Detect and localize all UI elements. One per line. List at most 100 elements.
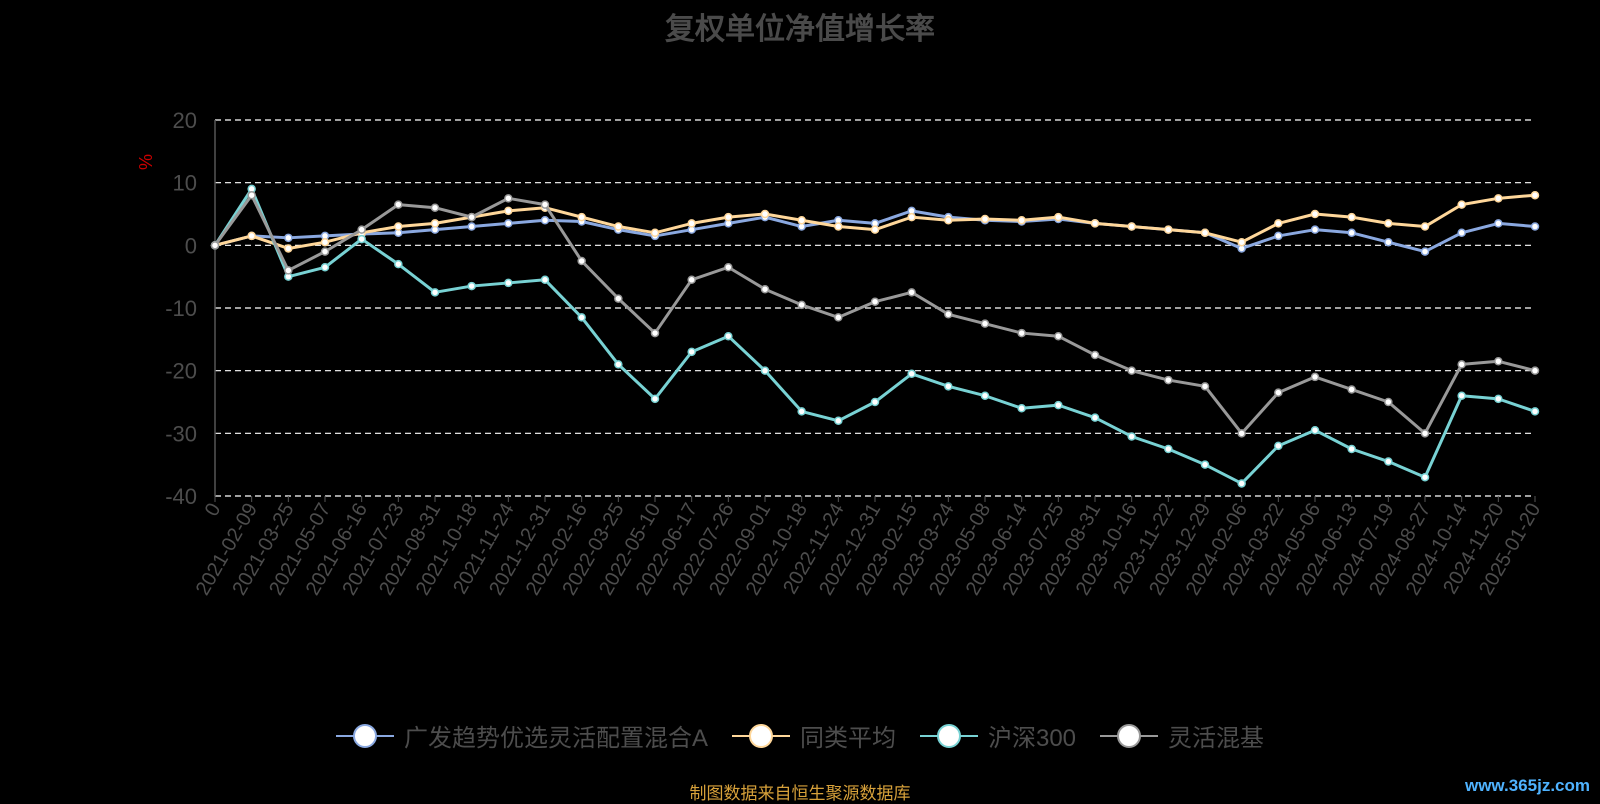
data-point (247, 231, 256, 241)
data-point (834, 416, 843, 426)
data-point (394, 222, 403, 231)
data-point (797, 300, 806, 310)
data-point (1457, 228, 1466, 238)
legend-swatch-dot (748, 723, 773, 748)
data-point (577, 212, 586, 222)
data-point (980, 319, 990, 328)
data-point (284, 233, 293, 243)
data-point (467, 212, 476, 222)
data-point (1384, 237, 1393, 247)
legend-swatch-dot (1117, 723, 1142, 748)
data-point (1017, 328, 1026, 338)
data-point (1054, 212, 1063, 222)
legend-swatch (335, 723, 394, 749)
data-point (504, 194, 513, 203)
legend-label: 同类平均 (799, 725, 896, 752)
data-point (1457, 360, 1466, 369)
watermark: www.365jz.com (1464, 776, 1590, 795)
chart-title: 复权单位净值增长率 (665, 13, 935, 46)
data-point (467, 281, 476, 291)
legend-item[interactable]: 广发趋势优选灵活配置混合A (335, 718, 708, 753)
data-point (724, 263, 733, 272)
data-point (1127, 222, 1136, 231)
legend-swatch (731, 723, 790, 749)
legend-item[interactable]: 沪深300 (919, 718, 1076, 753)
data-point (1274, 219, 1283, 228)
y-tick-label: -20 (165, 359, 197, 384)
data-point (1310, 425, 1320, 435)
data-point (210, 241, 220, 250)
data-point (540, 275, 550, 285)
data-point (1310, 372, 1320, 382)
data-point (614, 360, 623, 369)
data-point (870, 397, 880, 407)
data-point (1164, 444, 1173, 454)
legend-swatch-dot (352, 723, 377, 748)
data-point (1384, 457, 1393, 466)
data-point (504, 278, 513, 288)
data-point (1494, 394, 1503, 404)
data-point (1420, 472, 1430, 482)
data-point (1090, 413, 1100, 422)
y-tick-label: 10 (173, 171, 197, 196)
data-point (1017, 216, 1026, 225)
legend-label: 广发趋势优选灵活配置混合A (403, 725, 708, 752)
data-point (247, 190, 256, 200)
data-point (320, 237, 330, 247)
data-point (1384, 397, 1393, 407)
data-point (1347, 385, 1356, 394)
legend-item[interactable]: 同类平均 (731, 718, 896, 753)
y-tick-label: -10 (165, 296, 197, 321)
line-chart: 20100-10-20-30-4002021-02-092021-03-2520… (136, 108, 1545, 599)
data-point (650, 228, 660, 238)
legend-swatch-dot (936, 723, 961, 748)
data-point (907, 212, 916, 222)
y-tick-label: -30 (165, 421, 197, 446)
data-point (1200, 382, 1210, 391)
data-point (1347, 212, 1356, 222)
data-point (614, 222, 623, 231)
data-point (1237, 479, 1246, 488)
data-point (1310, 225, 1320, 234)
data-point (1274, 231, 1283, 241)
data-point (1420, 222, 1430, 231)
data-point (1274, 441, 1283, 451)
data-point (1017, 404, 1026, 413)
data-point (320, 263, 330, 272)
data-point (687, 219, 696, 228)
data-point (1200, 228, 1210, 238)
data-point (540, 216, 550, 225)
data-point (614, 294, 623, 303)
data-point (724, 212, 733, 222)
data-point (540, 200, 550, 209)
data-point (1457, 391, 1466, 400)
data-point (980, 391, 990, 400)
y-tick-label: -40 (165, 484, 197, 509)
data-point (870, 297, 880, 306)
axis-layer: 20100-10-20-30-4002021-02-092021-03-2520… (165, 108, 1545, 599)
data-point (504, 206, 513, 216)
legend-label: 灵活混基 (1168, 725, 1265, 752)
data-point (1347, 444, 1356, 454)
y-axis-unit-label: % (136, 154, 156, 170)
data-point (1237, 429, 1246, 438)
data-point (907, 288, 916, 297)
data-point (504, 219, 513, 228)
data-point (1494, 219, 1503, 228)
data-point (1347, 228, 1356, 238)
data-source-note: 制图数据来自恒生聚源数据库 (689, 784, 911, 803)
data-point (1530, 222, 1540, 231)
data-point (394, 259, 403, 269)
data-point (284, 266, 293, 275)
data-point (1530, 366, 1540, 375)
data-point (1200, 460, 1210, 469)
data-point (1127, 432, 1136, 441)
data-point (430, 288, 440, 297)
data-point (1530, 190, 1540, 200)
series-layer (210, 184, 1540, 488)
legend-item[interactable]: 灵活混基 (1100, 718, 1264, 753)
data-point (1054, 400, 1063, 410)
data-point (577, 256, 586, 266)
data-point (870, 225, 880, 234)
data-point (320, 247, 330, 256)
